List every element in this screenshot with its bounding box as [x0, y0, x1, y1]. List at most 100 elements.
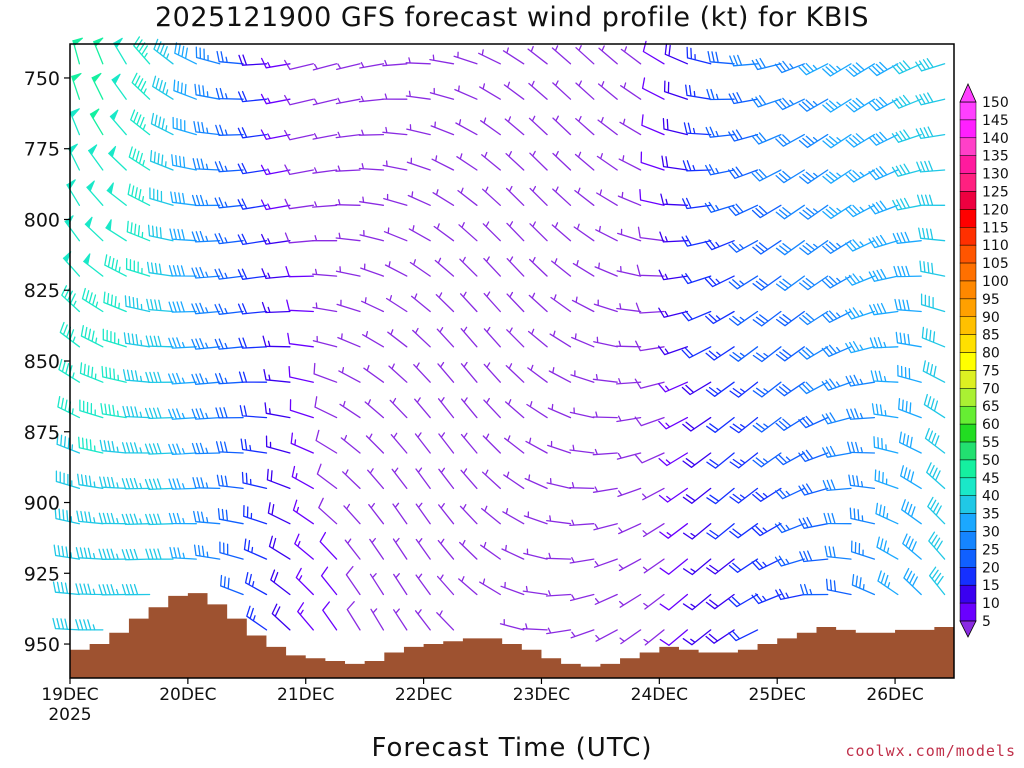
wind-barb: [774, 487, 805, 500]
wind-barb: [573, 223, 595, 242]
credit-link[interactable]: coolwx.com/models: [845, 742, 1016, 760]
wind-barb: [172, 116, 197, 136]
wind-barb: [798, 483, 829, 496]
colorbar-label: 60: [982, 417, 1000, 433]
wind-barb: [704, 239, 735, 251]
wind-barb: [659, 523, 689, 539]
wind-barb: [336, 63, 361, 71]
wind-barb: [751, 523, 782, 537]
colorbar-swatch: [959, 405, 977, 425]
wind-barb: [194, 83, 221, 100]
wind-barb: [845, 307, 876, 320]
wind-barb: [122, 405, 151, 419]
wind-barb: [506, 256, 525, 277]
wind-barb: [215, 407, 244, 419]
wind-barb: [526, 401, 548, 419]
wind-barb: [414, 397, 431, 419]
wind-barb: [75, 583, 104, 596]
wind-barb: [125, 257, 151, 277]
wind-barb: [569, 593, 595, 602]
wind-barb: [337, 333, 361, 348]
x-tick-label: 21DEC: [277, 685, 334, 705]
wind-barb: [414, 432, 431, 454]
wind-barb: [751, 57, 782, 71]
wind-barb: [312, 335, 338, 348]
wind-barb: [704, 201, 735, 213]
wind-barb: [775, 381, 805, 397]
wind-barb: [312, 133, 338, 140]
x-year-label: 2025: [48, 705, 91, 725]
wind-barb: [892, 231, 922, 244]
wind-barb: [237, 198, 268, 210]
wind-barb: [103, 291, 127, 313]
colorbar-swatch: [959, 191, 977, 210]
wind-barb: [343, 503, 361, 525]
wind-barb: [552, 150, 572, 171]
wind-barb: [237, 90, 268, 103]
wind-barb: [642, 558, 665, 574]
y-tick-label: 850: [24, 351, 60, 373]
wind-barb: [220, 574, 244, 596]
wind-barb: [707, 50, 735, 65]
wind-barb: [297, 602, 314, 631]
wind-barb: [868, 234, 899, 249]
wind-barb: [123, 332, 151, 348]
wind-barb: [340, 434, 361, 454]
colorbar-swatch: [959, 155, 977, 174]
wind-barb: [284, 94, 314, 106]
wind-barb: [408, 225, 431, 242]
wind-barb: [237, 268, 268, 280]
wind-barb: [501, 544, 525, 560]
wind-barb: [551, 222, 572, 242]
wind-barb: [634, 378, 665, 389]
wind-barb: [174, 42, 197, 65]
wind-barb: [823, 512, 852, 525]
wind-barb: [483, 291, 501, 313]
wind-barb: [438, 432, 455, 454]
wind-barb: [481, 186, 501, 206]
wind-barb: [775, 169, 805, 184]
wind-barb: [291, 465, 314, 490]
wind-barb-flag: [83, 253, 91, 266]
wind-barb: [824, 545, 852, 560]
wind-barb: [921, 326, 946, 348]
wind-barb: [246, 605, 268, 631]
wind-barb: [122, 369, 151, 383]
wind-barb: [870, 370, 899, 383]
wind-barb: [775, 240, 805, 256]
wind-barb: [315, 429, 338, 454]
wind-barb: [524, 474, 548, 490]
wind-barb: [641, 114, 665, 136]
colorbar-label: 40: [982, 489, 1000, 505]
wind-barb: [335, 232, 361, 242]
wind-barb: [895, 331, 922, 348]
colorbar-label: 50: [982, 453, 1000, 469]
wind-barb: [682, 452, 712, 468]
wind-barb: [430, 121, 455, 136]
wind-barb: [383, 227, 408, 242]
wind-barb: [529, 256, 548, 277]
colorbar-swatch: [959, 549, 977, 568]
wind-barb: [363, 364, 385, 383]
wind-barb: [682, 523, 712, 540]
wind-barb: [775, 310, 805, 327]
wind-barb: [238, 337, 268, 349]
wind-barb: [752, 381, 782, 398]
wind-barb: [191, 373, 221, 385]
colorbar-label: 140: [982, 131, 1009, 147]
wind-barb: [335, 266, 361, 277]
wind-barb: [436, 574, 455, 596]
wind-barb: [571, 333, 595, 348]
wind-barb: [482, 433, 501, 454]
colorbar-swatch: [959, 602, 977, 622]
wind-barb: [729, 54, 759, 67]
wind-barb-flag: [71, 72, 82, 83]
wind-barb: [729, 346, 759, 362]
wind-barb: [359, 196, 385, 206]
wind-barb: [706, 487, 735, 505]
wind-barb: [133, 36, 151, 65]
wind-barb: [822, 204, 852, 220]
wind-barb: [915, 92, 946, 106]
wind-barb: [58, 358, 81, 383]
